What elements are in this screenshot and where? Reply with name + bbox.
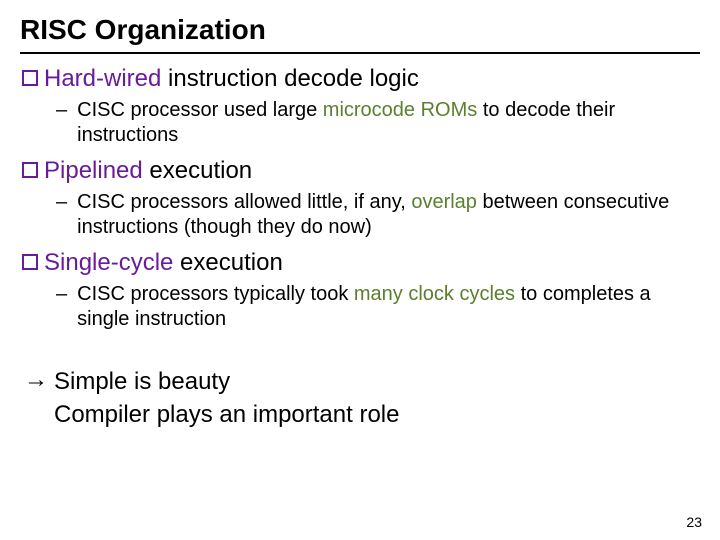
bullet-rest: execution [173, 249, 282, 276]
page-number: 23 [686, 514, 702, 530]
sub-item: – CISC processors typically took many cl… [56, 282, 700, 332]
bullet-rest: instruction decode logic [161, 65, 418, 92]
sub-highlight: many clock cycles [354, 283, 515, 305]
bullet-highlight: Pipelined [44, 157, 143, 184]
checkbox-icon [22, 70, 38, 86]
checkbox-icon [22, 162, 38, 178]
footer-line2-row: Compiler plays an important role [54, 399, 700, 430]
bullet-text: Pipelined execution [44, 156, 252, 186]
dash-icon: – [56, 283, 67, 306]
sub-text: CISC processors allowed little, if any, … [77, 190, 700, 240]
footer-line1: Simple is beauty [54, 366, 230, 397]
bullet-highlight: Single-cycle [44, 249, 173, 276]
slide: RISC Organization Hard-wired instruction… [0, 0, 720, 540]
bullet-text: Single-cycle execution [44, 248, 283, 278]
bullet-item: Hard-wired instruction decode logic [20, 64, 700, 94]
footer-line1-row: → Simple is beauty [24, 366, 700, 397]
sub-item: – CISC processors allowed little, if any… [56, 190, 700, 240]
bullet-rest: execution [143, 157, 252, 184]
sub-item: – CISC processor used large microcode RO… [56, 98, 700, 148]
dash-icon: – [56, 99, 67, 122]
footer-line2: Compiler plays an important role [54, 399, 399, 430]
sub-text: CISC processors typically took many cloc… [77, 282, 700, 332]
bullet-item: Single-cycle execution [20, 248, 700, 278]
sub-highlight: overlap [411, 191, 477, 213]
dash-icon: – [56, 191, 67, 214]
sub-text: CISC processor used large microcode ROMs… [77, 98, 700, 148]
slide-title: RISC Organization [20, 14, 700, 54]
sub-pre: CISC processors typically took [77, 283, 354, 305]
sub-pre: CISC processor used large [77, 99, 323, 121]
sub-highlight: microcode ROMs [323, 99, 477, 121]
bullet-highlight: Hard-wired [44, 65, 161, 92]
sub-pre: CISC processors allowed little, if any, [77, 191, 411, 213]
bullet-text: Hard-wired instruction decode logic [44, 64, 419, 94]
footer-block: → Simple is beauty Compiler plays an imp… [24, 366, 700, 430]
bullet-item: Pipelined execution [20, 156, 700, 186]
checkbox-icon [22, 254, 38, 270]
arrow-icon: → [24, 366, 48, 394]
